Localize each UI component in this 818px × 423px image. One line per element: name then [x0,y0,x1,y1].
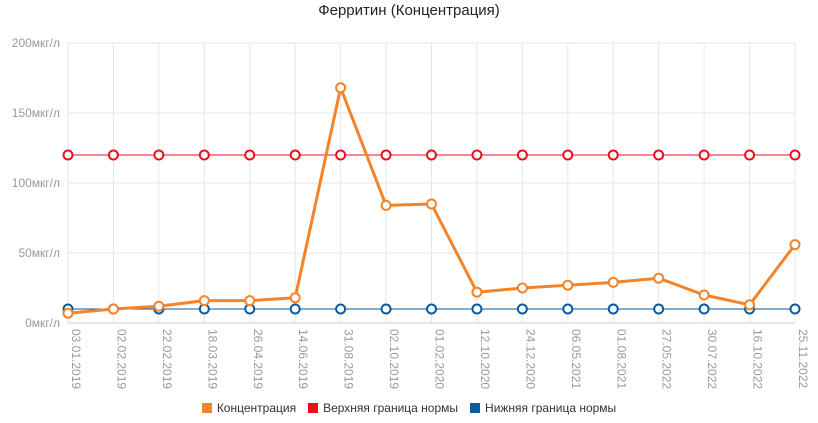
data-point[interactable] [244,149,256,161]
legend-label: Верхняя граница нормы [323,401,459,415]
legend-item[interactable]: Нижняя граница нормы [470,401,616,415]
data-point[interactable] [789,239,801,251]
data-point[interactable] [653,303,665,315]
y-tick-label: 50мкг/л [18,246,60,260]
data-point[interactable] [380,149,392,161]
data-point[interactable] [198,295,210,307]
data-point[interactable] [471,286,483,298]
data-point[interactable] [607,303,619,315]
data-point[interactable] [244,295,256,307]
legend-swatch [470,403,481,413]
x-tick-label: 26.04.2019 [251,329,265,389]
x-tick-label: 12.10.2020 [478,329,492,389]
legend-item[interactable]: Концентрация [201,401,297,415]
data-point[interactable] [744,299,756,311]
legend-label: Нижняя граница нормы [485,401,617,415]
data-point[interactable] [471,303,483,315]
x-tick-label: 22.02.2019 [160,329,174,389]
x-tick-label: 06.05.2021 [569,329,583,389]
legend-swatch [308,403,319,413]
data-point[interactable] [698,289,710,301]
data-point[interactable] [607,149,619,161]
legend-item[interactable]: Верхняя граница нормы [308,401,458,415]
x-tick-label: 02.10.2019 [387,329,401,389]
data-point[interactable] [380,199,392,211]
data-point[interactable] [789,149,801,161]
data-point[interactable] [516,149,528,161]
data-point[interactable] [789,303,801,315]
data-point[interactable] [289,303,301,315]
data-point[interactable] [289,292,301,304]
legend-swatch [201,403,212,413]
x-tick-label: 18.03.2019 [205,329,219,389]
data-point[interactable] [335,303,347,315]
data-point[interactable] [198,149,210,161]
y-tick-label: 200мкг/л [12,36,60,50]
data-point[interactable] [698,149,710,161]
x-tick-label: 24.12.2020 [523,329,537,389]
data-point[interactable] [562,303,574,315]
data-point[interactable] [607,276,619,288]
y-tick-label: 150мкг/л [12,106,60,120]
data-point[interactable] [107,303,119,315]
chart-title: Ферритин (Концентрация) [318,2,500,19]
x-tick-label: 14.06.2019 [296,329,310,389]
data-point[interactable] [153,149,165,161]
data-point[interactable] [516,303,528,315]
x-tick-label: 27.05.2022 [660,329,674,389]
x-tick-label: 03.01.2019 [69,329,83,389]
x-tick-label: 02.02.2019 [114,329,128,389]
data-point[interactable] [153,300,165,312]
x-tick-label: 16.10.2022 [751,329,765,389]
data-point[interactable] [471,149,483,161]
x-tick-label: 31.08.2019 [342,329,356,389]
data-point[interactable] [289,149,301,161]
data-point[interactable] [62,149,74,161]
data-point[interactable] [426,303,437,315]
x-tick-label: 01.02.2020 [433,329,447,389]
x-tick-label: 25.11.2022 [796,329,810,388]
data-point[interactable] [335,82,347,94]
data-point[interactable] [426,198,437,210]
data-point[interactable] [653,149,665,161]
data-point[interactable] [562,149,574,161]
data-point[interactable] [653,272,665,284]
y-tick-label: 100мкг/л [12,176,60,190]
data-point[interactable] [744,149,756,161]
data-point[interactable] [516,282,528,294]
data-point[interactable] [698,303,710,315]
y-tick-label: 0мкг/л [25,316,60,330]
data-point[interactable] [426,149,437,161]
data-point[interactable] [380,303,392,315]
data-point[interactable] [62,307,74,319]
data-point[interactable] [107,149,119,161]
x-tick-label: 30.07.2022 [705,329,719,389]
legend-label: Концентрация [216,401,297,415]
x-tick-label: 01.08.2021 [614,329,628,389]
data-point[interactable] [562,279,574,291]
data-point[interactable] [335,149,347,161]
chart-legend: Концентрация Верхняя граница нормы Нижняя … [0,401,818,415]
